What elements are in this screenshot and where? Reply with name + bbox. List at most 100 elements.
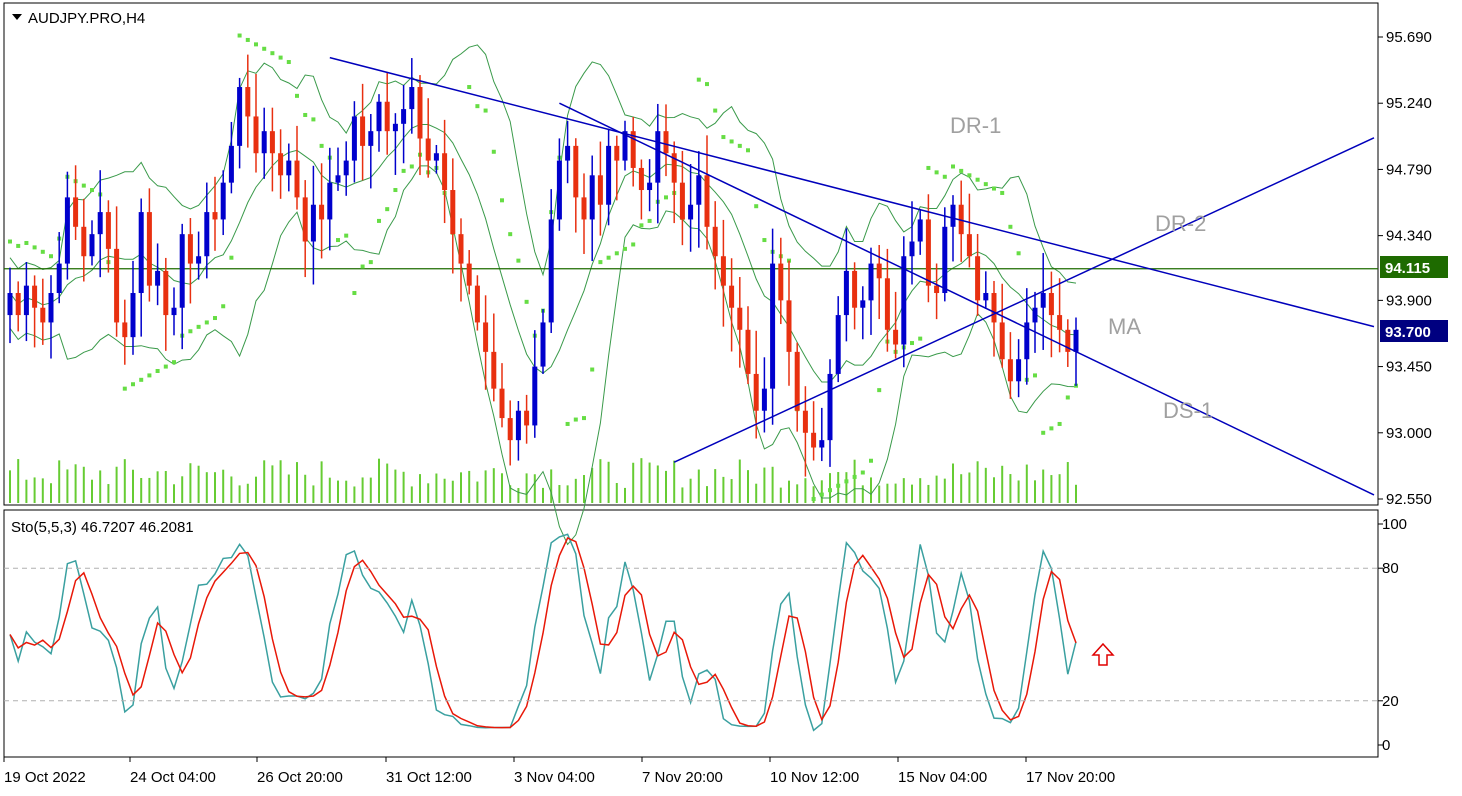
sar-dot [828, 488, 832, 493]
candle [868, 247, 874, 335]
sar-dot [131, 382, 135, 387]
candle [565, 120, 571, 184]
sar-dot [147, 373, 152, 378]
candle [319, 163, 325, 259]
sar-dot [721, 135, 726, 140]
sar-dot [836, 483, 841, 488]
sar-dot [1065, 395, 1070, 400]
candle [48, 275, 54, 359]
candle [679, 150, 685, 246]
candle [737, 277, 743, 368]
sar-dot [606, 255, 611, 260]
sar-dot [40, 249, 45, 254]
price-tick-label: 93.000 [1386, 425, 1432, 442]
sto-tick-label: 80 [1382, 560, 1399, 577]
sar-dot [951, 164, 955, 169]
candle [417, 75, 423, 176]
time-tick-label: 19 Oct 2022 [4, 769, 86, 786]
candle [81, 198, 87, 282]
candle [286, 143, 292, 192]
candle [958, 180, 964, 262]
sar-dot [352, 291, 357, 296]
candle [573, 138, 579, 233]
sar-dot [967, 173, 972, 178]
level-price-tag [1380, 256, 1448, 278]
candle [835, 296, 841, 383]
stochastic-panel-frame [3, 509, 1379, 758]
candle [368, 113, 374, 189]
candle [540, 309, 546, 374]
candle [294, 125, 300, 210]
stochastic-axis: 100 80 20 0 [4, 516, 1407, 754]
candle [720, 219, 726, 327]
candle [925, 194, 931, 303]
candle [819, 407, 825, 462]
candle [688, 164, 694, 252]
sar-dot [467, 85, 472, 90]
candle [343, 141, 349, 196]
trendlines [329, 56, 1375, 496]
candle [696, 151, 702, 248]
price-tick-label: 93.900 [1386, 292, 1432, 309]
sar-dot [942, 174, 947, 179]
parabolic-sar [8, 33, 1078, 501]
sar-dot [122, 386, 127, 391]
candle [802, 386, 808, 477]
price-tick-label: 94.340 [1386, 228, 1432, 245]
candle [155, 243, 161, 306]
symbol-menu-triangle-icon[interactable] [12, 14, 22, 20]
stochastic-signal-line [9, 537, 1077, 729]
sar-dot [237, 33, 242, 38]
sar-dot [598, 260, 603, 265]
sar-dot [245, 37, 250, 42]
sar-dot [360, 264, 365, 269]
sar-dot [631, 242, 636, 247]
sto-tick-label: 0 [1382, 737, 1390, 754]
candle [1016, 339, 1022, 398]
candle [548, 189, 554, 333]
candle [917, 208, 923, 255]
sar-dot [491, 149, 496, 154]
candle [991, 280, 997, 357]
candle [442, 119, 448, 224]
sar-dot [508, 232, 513, 237]
candle [909, 201, 915, 285]
sto-tick-label: 100 [1382, 516, 1407, 533]
candle [278, 129, 284, 199]
sar-dot [590, 367, 595, 372]
sar-dot [344, 233, 349, 238]
candle [351, 101, 357, 183]
candle [409, 58, 415, 134]
candle [950, 195, 956, 262]
sar-dot [139, 377, 144, 382]
sar-dot [565, 421, 570, 426]
candle [597, 141, 603, 236]
sto-tick-label: 20 [1382, 693, 1399, 710]
sar-dot [869, 458, 873, 463]
candle [425, 98, 431, 178]
sar-dot [303, 112, 308, 117]
sar-dot [221, 304, 226, 309]
sar-dot [959, 168, 964, 173]
time-tick-label: 24 Oct 04:00 [130, 769, 216, 786]
sar-dot [311, 117, 316, 122]
candle [450, 158, 456, 274]
candle [1065, 319, 1071, 367]
candle [1048, 271, 1054, 358]
sar-dot [705, 82, 709, 87]
candle [638, 159, 644, 220]
time-axis: 19 Oct 2022 24 Oct 04:00 26 Oct 20:00 31 Oc… [3, 757, 1115, 786]
sar-dot [934, 170, 939, 175]
trendline [673, 137, 1375, 463]
sar-dot [516, 258, 521, 263]
candle [786, 260, 792, 386]
candle [1057, 278, 1063, 353]
candle [975, 233, 981, 316]
level-price-tag-label: 94.115 [1385, 260, 1430, 277]
sar-dot [975, 177, 980, 182]
candle [1024, 288, 1030, 385]
trendline [329, 56, 1375, 328]
candle [934, 263, 940, 320]
sar-dot [155, 368, 160, 373]
